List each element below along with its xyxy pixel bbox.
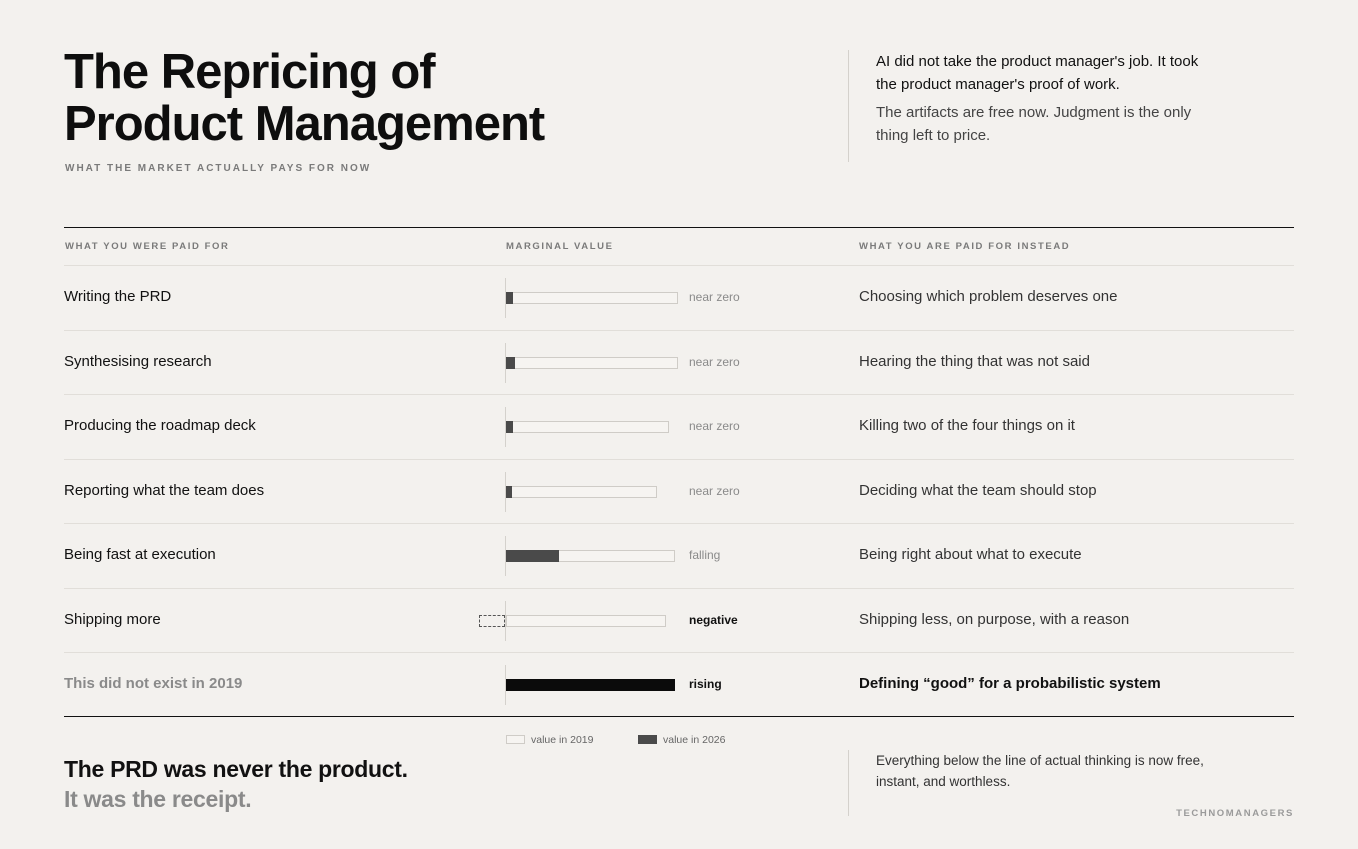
value-2026-bar xyxy=(506,679,675,691)
top-divider xyxy=(64,227,1294,228)
legend-swatch-2026 xyxy=(638,735,657,744)
value-2026-negative-bar xyxy=(479,614,505,627)
column-header-old: WHAT YOU WERE PAID FOR xyxy=(65,241,230,252)
page-subtitle: WHAT THE MARKET ACTUALLY PAYS FOR NOW xyxy=(65,163,372,174)
new-task-label: Being right about what to execute xyxy=(859,546,1082,563)
table-row: Writing the PRD near zero Choosing which p… xyxy=(64,265,1294,329)
old-task-label: Shipping more xyxy=(64,610,161,628)
legend-label-2019: value in 2019 xyxy=(531,734,594,746)
page-title: The Repricing of Product Management xyxy=(64,45,545,151)
intro-lead: AI did not take the product manager's jo… xyxy=(876,53,1199,93)
legend-item-2026: value in 2026 xyxy=(638,734,725,746)
value-2019-bar xyxy=(506,485,657,498)
legend-label-2026: value in 2026 xyxy=(663,734,726,746)
title-line-2: Product Management xyxy=(64,97,545,151)
value-2026-bar xyxy=(506,356,515,369)
value-2019-bar xyxy=(506,292,678,304)
value-axis-line xyxy=(505,407,506,447)
title-line-1: The Repricing of xyxy=(64,45,436,99)
bottom-divider xyxy=(64,716,1294,717)
value-2019-bar xyxy=(506,614,666,627)
column-header-value: MARGINAL VALUE xyxy=(506,241,614,252)
old-task-label: Reporting what the team does xyxy=(64,481,265,499)
closing-line-2: It was the receipt. xyxy=(64,786,252,812)
new-task-label: Killing two of the four things on it xyxy=(859,417,1075,434)
value-trend-label: near zero xyxy=(689,290,740,304)
value-trend-label: near zero xyxy=(689,419,740,433)
value-axis-line xyxy=(505,278,506,318)
value-trend-label: rising xyxy=(689,677,722,691)
new-task-label: Choosing which problem deserves one xyxy=(859,288,1118,305)
table-row: Being fast at execution falling Being righ… xyxy=(64,523,1294,587)
value-2019-bar xyxy=(506,356,678,369)
legend-item-2019: value in 2019 xyxy=(506,734,593,746)
old-task-label: Producing the roadmap deck xyxy=(64,417,256,434)
intro-sub: The artifacts are free now. Judgment is … xyxy=(876,104,1192,144)
value-trend-label: negative xyxy=(689,612,738,627)
old-task-label: Synthesising research xyxy=(64,352,212,370)
brand-wordmark: TECHNOMANAGERS xyxy=(1176,808,1294,819)
legend-swatch-2019 xyxy=(506,735,525,744)
table-row: Shipping more negative Shipping less, on p… xyxy=(64,587,1294,652)
column-header-new: WHAT YOU ARE PAID FOR INSTEAD xyxy=(859,241,1071,252)
value-axis-line xyxy=(505,600,506,641)
old-task-label: This did not exist in 2019 xyxy=(64,675,243,692)
old-task-label: Writing the PRD xyxy=(64,288,172,305)
table-row: Producing the roadmap deck near zero Killi… xyxy=(64,394,1294,458)
value-2026-bar xyxy=(506,485,512,498)
footer-note: Everything below the line of actual thin… xyxy=(848,750,1228,816)
old-task-label: Being fast at execution xyxy=(64,546,216,563)
new-task-label: Defining “good” for a probabilistic syst… xyxy=(859,675,1161,692)
intro-block: AI did not take the product manager's jo… xyxy=(848,50,1208,162)
value-2026-bar xyxy=(506,421,513,433)
new-task-label: Shipping less, on purpose, with a reason xyxy=(859,610,1130,628)
value-trend-label: near zero xyxy=(689,483,740,498)
value-2026-bar xyxy=(506,550,559,562)
value-trend-label: falling xyxy=(689,548,721,562)
value-axis-line xyxy=(505,536,506,576)
new-task-label: Deciding what the team should stop xyxy=(859,481,1097,499)
table-row: This did not exist in 2019 rising Defining… xyxy=(64,652,1294,716)
value-2019-bar xyxy=(506,421,669,433)
value-2026-bar xyxy=(506,292,513,304)
closing-statement: The PRD was never the product. It was th… xyxy=(64,755,408,815)
value-axis-line xyxy=(505,471,506,512)
new-task-label: Hearing the thing that was not said xyxy=(859,352,1090,370)
value-trend-label: near zero xyxy=(689,354,740,369)
table-row: Reporting what the team does near zero Dec… xyxy=(64,458,1294,523)
table-row: Synthesising research near zero Hearing th… xyxy=(64,329,1294,394)
value-axis-line xyxy=(505,342,506,383)
closing-line-1: The PRD was never the product. xyxy=(64,756,408,782)
value-axis-line xyxy=(505,665,506,705)
